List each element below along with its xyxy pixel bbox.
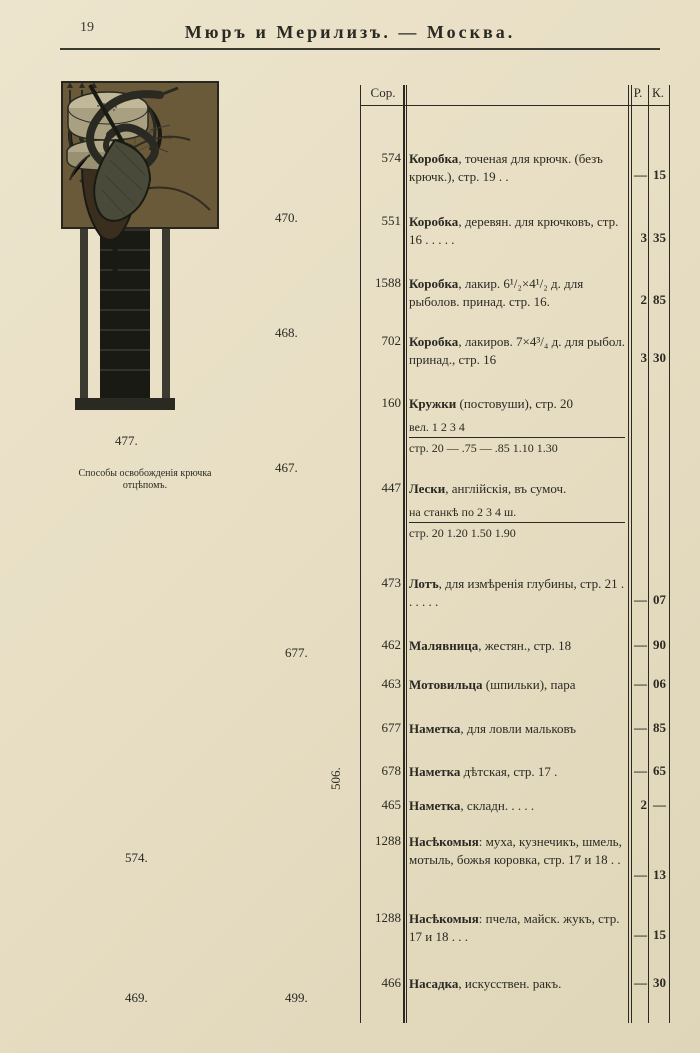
- price-kopecks: 13: [648, 867, 666, 883]
- sort-number: 551: [361, 213, 401, 229]
- price-rubles: —: [631, 927, 647, 943]
- price-rubles: —: [631, 592, 647, 608]
- sort-number: 678: [361, 763, 401, 779]
- col-header-k: К.: [649, 85, 667, 101]
- sort-number: 462: [361, 637, 401, 653]
- illus-label: 468.: [275, 325, 298, 341]
- item-description: Наметка дѣтская, стр. 17 .: [409, 763, 625, 781]
- price-rubles: 3: [631, 350, 647, 366]
- price-rubles: 2: [631, 797, 647, 813]
- price-kopecks: 07: [648, 592, 666, 608]
- price-rubles: 3: [631, 230, 647, 246]
- illus-label: 477.: [115, 433, 138, 449]
- sort-number: 1588: [361, 275, 401, 291]
- item-description: Коробка, точеная для крючк. (безъ крючк.…: [409, 150, 625, 185]
- price-rubles: —: [631, 676, 647, 692]
- sort-number: 574: [361, 150, 401, 166]
- item-description: Коробка, лакиров. 7×4³/₄ д. для рыбол. п…: [409, 333, 625, 368]
- item-description: Коробка, лакир. 6¹/₂×4¹/₂ д. для рыболов…: [409, 275, 625, 310]
- illus-label: 677.: [285, 645, 308, 661]
- illus-label: 469.: [125, 990, 148, 1006]
- hook-caption: Способы освобожденія крючка отцѣпомъ.: [70, 468, 220, 492]
- sort-number: 463: [361, 676, 401, 692]
- item-description: Лески, англійскія, въ сумоч.на станкѣ по…: [409, 480, 625, 542]
- sort-number: 1288: [361, 833, 401, 849]
- item-description: Мотовильца (шпильки), пара: [409, 676, 625, 694]
- price-kopecks: 30: [648, 975, 666, 991]
- sort-number: 447: [361, 480, 401, 496]
- sort-number: 160: [361, 395, 401, 411]
- item-description: Насѣкомыя: муха, кузнечикъ, шмель, мотыл…: [409, 833, 625, 868]
- sort-number: 473: [361, 575, 401, 591]
- sort-number: 702: [361, 333, 401, 349]
- price-kopecks: 30: [648, 350, 666, 366]
- price-rubles: —: [631, 867, 647, 883]
- item-description: Лотъ, для измѣренія глубины, стр. 21 . .…: [409, 575, 625, 610]
- price-kopecks: —: [648, 797, 666, 813]
- sort-number: 1288: [361, 910, 401, 926]
- price-rubles: —: [631, 975, 647, 991]
- item-description: Кружки (постовуши), стр. 20вел. 1 2 3 4с…: [409, 395, 625, 457]
- page-header: Мюръ и Мерилизъ. — Москва.: [0, 22, 700, 43]
- sort-number: 677: [361, 720, 401, 736]
- price-kopecks: 15: [648, 927, 666, 943]
- sort-number: 465: [361, 797, 401, 813]
- illus-label: 470.: [275, 210, 298, 226]
- header-rule: [60, 48, 660, 50]
- col-header-r: Р.: [629, 85, 647, 101]
- item-description: Коробка, деревян. для крючковъ, стр. 16 …: [409, 213, 625, 248]
- item-description: Наметка, складн. . . . .: [409, 797, 625, 815]
- price-kopecks: 15: [648, 167, 666, 183]
- illustration-area: Способы освобожденія крючка отцѣпомъ.: [60, 80, 350, 1023]
- item-description: Насадка, искусствен. ракъ.: [409, 975, 625, 993]
- col-header-sort: Сор.: [365, 85, 401, 101]
- price-kopecks: 65: [648, 763, 666, 779]
- illus-label: 574.: [125, 850, 148, 866]
- item-description: Наметка, для ловли мальковъ: [409, 720, 625, 738]
- price-rubles: —: [631, 763, 647, 779]
- price-rubles: 2: [631, 292, 647, 308]
- price-kopecks: 06: [648, 676, 666, 692]
- item-description: Малявница, жестян., стр. 18: [409, 637, 625, 655]
- item-description: Насѣкомыя: пчела, майск. жукъ, стр. 17 и…: [409, 910, 625, 945]
- price-rubles: —: [631, 720, 647, 736]
- price-rubles: —: [631, 167, 647, 183]
- price-kopecks: 85: [648, 720, 666, 736]
- illus-label: 499.: [285, 990, 308, 1006]
- price-kopecks: 90: [648, 637, 666, 653]
- price-rubles: —: [631, 637, 647, 653]
- sort-number: 466: [361, 975, 401, 991]
- price-kopecks: 85: [648, 292, 666, 308]
- catalog-table: Сор. Р. К. 574 Коробка, точеная для крючк…: [360, 85, 670, 1023]
- illus-label: 506.: [328, 767, 344, 790]
- illustration-499: [60, 80, 170, 240]
- page-background: 19 Мюръ и Мерилизъ. — Москва.: [0, 0, 700, 1053]
- illus-label: 467.: [275, 460, 298, 476]
- price-kopecks: 35: [648, 230, 666, 246]
